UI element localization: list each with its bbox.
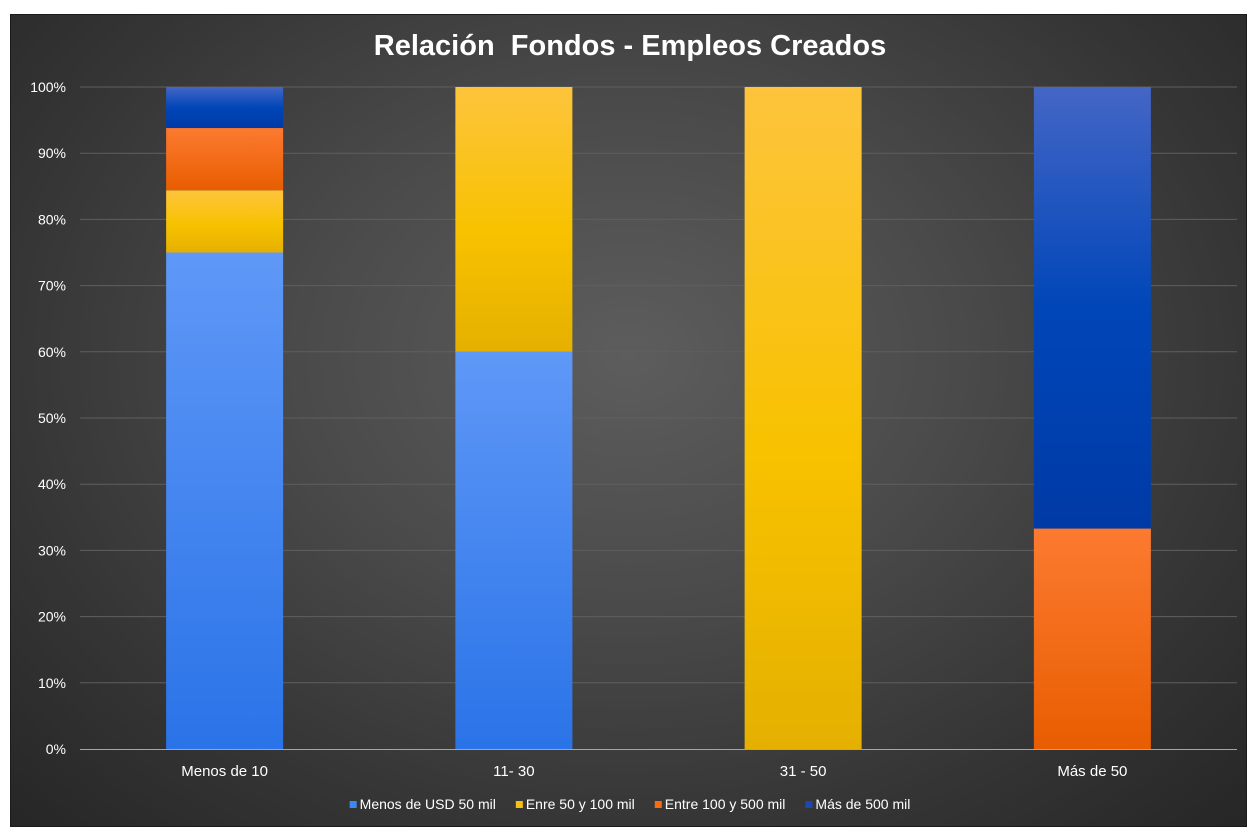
legend-item: Más de 500 mil (805, 796, 910, 812)
y-tick-label: 10% (38, 675, 66, 691)
bar-stack (455, 87, 573, 749)
y-tick-label: 80% (38, 211, 66, 227)
y-tick-label: 100% (30, 79, 66, 95)
legend-swatch (654, 801, 662, 808)
legend-label: Menos de USD 50 mil (360, 796, 496, 812)
bar-segment (1033, 528, 1151, 749)
legend-item: Menos de USD 50 mil (349, 796, 496, 812)
bar-stacks (166, 87, 1151, 749)
legend-label: Enre 50 y 100 mil (526, 796, 635, 812)
legend-item: Enre 50 y 100 mil (515, 796, 635, 812)
bar-segment (1033, 87, 1151, 529)
bar-segment (455, 351, 573, 749)
legend: Menos de USD 50 mil Enre 50 y 100 mil Entr… (349, 796, 910, 812)
legend-label: Entre 100 y 500 mil (665, 796, 786, 812)
x-tick-label: 31 - 50 (780, 763, 827, 780)
y-tick-label: 0% (46, 741, 66, 757)
bar-segment (166, 252, 284, 749)
bar-segment (166, 87, 284, 129)
x-tick-label: Menos de 10 (181, 763, 268, 780)
legend-swatch (515, 801, 523, 808)
bar-stack (1033, 87, 1151, 749)
y-tick-label: 70% (38, 278, 66, 294)
y-tick-label: 20% (38, 609, 66, 625)
legend-label: Más de 500 mil (815, 796, 910, 812)
x-axis-tick-labels: Menos de 10 11- 30 31 - 50 Más de 50 (181, 763, 1127, 780)
legend-swatch (805, 801, 813, 808)
y-tick-label: 30% (38, 542, 66, 558)
legend-swatch (349, 801, 357, 808)
bar-segment (166, 190, 284, 253)
bar-stack (166, 87, 284, 749)
y-tick-label: 50% (38, 410, 66, 426)
x-tick-label: 11- 30 (493, 763, 534, 780)
bar-stack (744, 87, 862, 749)
bar-segment (744, 87, 862, 749)
y-tick-label: 90% (38, 145, 66, 161)
y-tick-label: 60% (38, 344, 66, 360)
bar-segment (166, 128, 284, 191)
x-tick-label: Más de 50 (1057, 763, 1127, 780)
legend-item: Entre 100 y 500 mil (654, 796, 786, 812)
y-tick-label: 40% (38, 476, 66, 492)
bar-segment (455, 87, 573, 352)
y-axis-tick-labels: 0% 10% 20% 30% 40% 50% 60% 70% 80% 90% 100% (30, 79, 66, 757)
chart-title: Relación Fondos - Empleos Creados (374, 30, 886, 62)
